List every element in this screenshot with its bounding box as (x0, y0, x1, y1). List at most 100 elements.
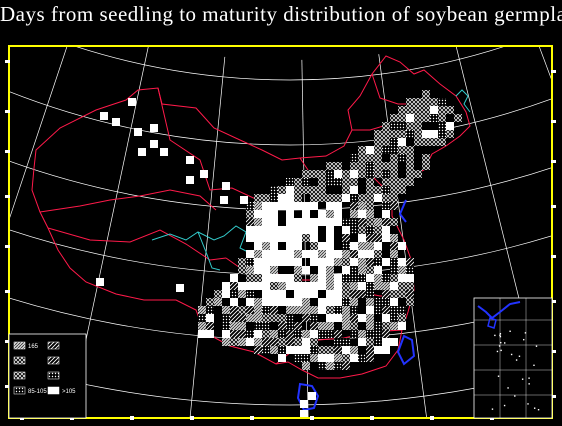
maturity-cell (382, 346, 390, 354)
maturity-cell (398, 242, 406, 250)
maturity-cell (270, 258, 278, 266)
frame-tick (370, 416, 374, 420)
maturity-cell (286, 282, 294, 290)
maturity-cell (262, 290, 270, 298)
maturity-cell (254, 250, 262, 258)
maturity-cell (286, 306, 294, 314)
maturity-cell (366, 306, 374, 314)
maturity-cell (334, 218, 342, 226)
maturity-cell (342, 250, 350, 258)
maturity-cell (334, 250, 342, 258)
maturity-cell (414, 138, 422, 146)
maturity-cell (310, 346, 318, 354)
meridian-line (301, 59, 309, 418)
maturity-cell (310, 282, 318, 290)
maturity-cell (246, 274, 254, 282)
south-china-sea-inset (473, 297, 553, 419)
maturity-cell (430, 106, 438, 114)
maturity-cell (398, 282, 406, 290)
maturity-cell (390, 250, 398, 258)
maturity-cell (238, 338, 246, 346)
maturity-cell (374, 346, 382, 354)
maturity-cell (310, 194, 318, 202)
maturity-cell (294, 186, 302, 194)
frame-tick (551, 70, 556, 73)
maturity-cell (390, 274, 398, 282)
maturity-cell (230, 338, 238, 346)
maturity-cell (318, 178, 326, 186)
maturity-cell (302, 218, 310, 226)
maturity-cell (358, 218, 366, 226)
maturity-cell (238, 282, 246, 290)
maturity-cell (310, 226, 318, 234)
maturity-cell (302, 338, 310, 346)
maturity-cell (382, 122, 390, 130)
island-dot (528, 383, 530, 385)
legend-item (47, 341, 60, 350)
maturity-cell (308, 392, 316, 400)
maturity-cell (382, 130, 390, 138)
maturity-cell (302, 202, 310, 210)
maturity-cell (358, 290, 366, 298)
maturity-cell (246, 226, 254, 234)
maturity-cell (206, 322, 214, 330)
maturity-cell (382, 226, 390, 234)
maturity-cell (286, 218, 294, 226)
maturity-cell (318, 298, 326, 306)
maturity-cell (382, 178, 390, 186)
maturity-cell (446, 122, 454, 130)
maturity-cell (334, 210, 342, 218)
maturity-cell (318, 274, 326, 282)
maturity-cell (326, 290, 334, 298)
maturity-cell (382, 194, 390, 202)
maturity-cell (350, 306, 358, 314)
maturity-cell (342, 170, 350, 178)
island-dot (524, 332, 527, 334)
maturity-cell (390, 338, 398, 346)
maturity-cell (246, 338, 254, 346)
legend-swatch (47, 371, 60, 380)
maturity-cell (286, 194, 294, 202)
maturity-cell (238, 258, 246, 266)
maturity-cell (366, 146, 374, 154)
maturity-cell (334, 290, 342, 298)
maturity-cell (326, 162, 334, 170)
maturity-cell (230, 282, 238, 290)
maturity-cell (294, 178, 302, 186)
maturity-cell (382, 322, 390, 330)
frame-tick (250, 416, 254, 420)
river-branch (197, 231, 221, 271)
maturity-cell (262, 282, 270, 290)
maturity-cell (222, 338, 230, 346)
island-dot (533, 364, 535, 367)
maturity-cell (446, 106, 454, 114)
maturity-cell (254, 242, 262, 250)
maturity-cell (430, 98, 438, 106)
maturity-cell (334, 298, 342, 306)
maturity-cell (358, 202, 366, 210)
maturity-cell (254, 218, 262, 226)
maturity-cell (350, 314, 358, 322)
maturity-cell (398, 258, 406, 266)
frame-tick (551, 205, 556, 208)
maturity-cell (294, 290, 302, 298)
maturity-cell (302, 330, 310, 338)
maturity-cell (366, 250, 374, 258)
maturity-cell (294, 298, 302, 306)
maturity-cell (270, 186, 278, 194)
maturity-cell (366, 322, 374, 330)
maturity-cell (350, 178, 358, 186)
maturity-cell (286, 226, 294, 234)
maturity-cell (334, 170, 342, 178)
maturity-cell (366, 226, 374, 234)
maturity-cell (262, 330, 270, 338)
maturity-cell (350, 322, 358, 330)
maturity-cell (230, 298, 238, 306)
maturity-cell (366, 154, 374, 162)
maturity-cell (398, 114, 406, 122)
maturity-cell (358, 210, 366, 218)
maturity-cell (238, 322, 246, 330)
maturity-cell (406, 114, 414, 122)
maturity-cell (374, 138, 382, 146)
maturity-cell (326, 170, 334, 178)
